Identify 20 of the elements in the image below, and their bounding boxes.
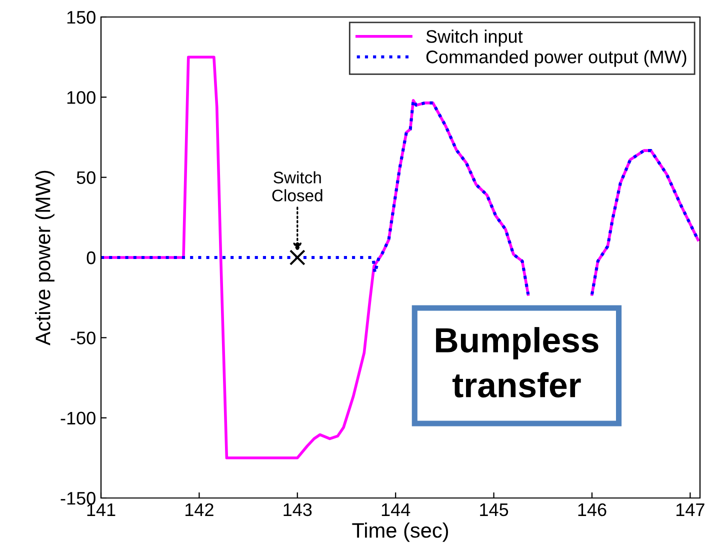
legend-label: Commanded power output (MW)	[426, 50, 686, 67]
y-tick-label: 100	[67, 91, 96, 104]
x-tick-label: 143	[284, 503, 312, 516]
x-axis-title: Time (sec)	[352, 522, 448, 542]
x-tick-label: 144	[382, 504, 410, 516]
x-tick-label: 142	[186, 503, 214, 516]
y-tick-label: 0	[86, 251, 96, 264]
x-tick-label: 147	[676, 504, 704, 516]
y-tick-label: -100	[60, 412, 96, 425]
x-tick-label: 145	[480, 504, 508, 516]
x-tick-label: 141	[87, 504, 116, 516]
y-tick-label: 50	[76, 171, 96, 184]
y-tick-label: -50	[70, 332, 96, 344]
annotation: Bumpless transfer	[436, 327, 598, 398]
annotation: Switch Closed	[272, 171, 322, 202]
y-tick-label: -150	[60, 492, 96, 505]
y-tick-label: 150	[67, 10, 96, 24]
legend-label: Switch input	[426, 30, 523, 46]
y-axis-title: Active power (MW)	[35, 170, 54, 346]
x-tick-label: 146	[578, 503, 606, 516]
